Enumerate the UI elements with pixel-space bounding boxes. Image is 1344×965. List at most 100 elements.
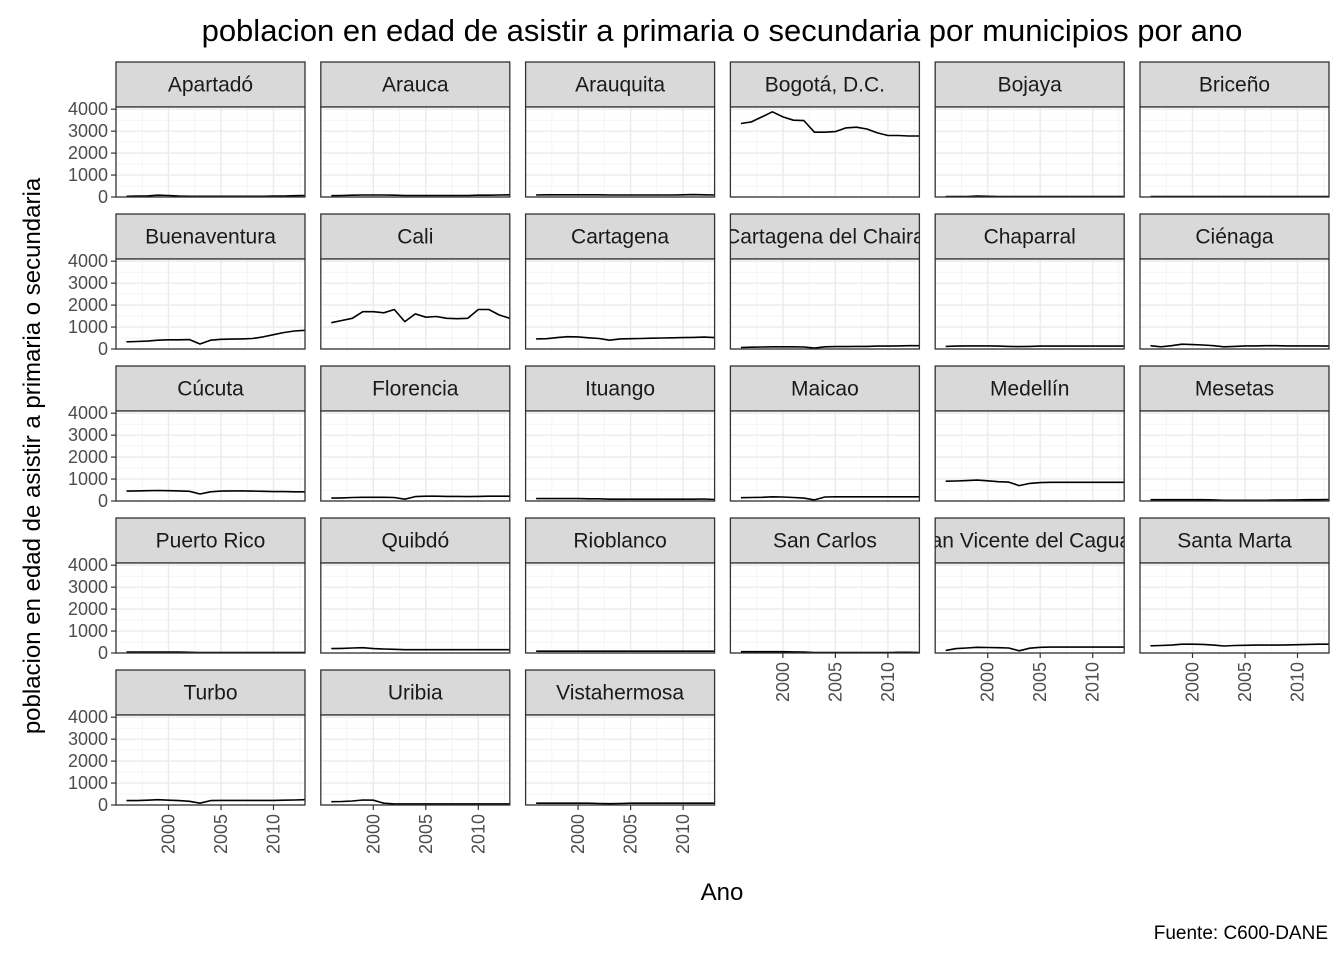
facet-panel: Bojaya — [935, 62, 1124, 197]
y-tick-label: 1000 — [68, 621, 108, 641]
series-line — [1151, 500, 1330, 501]
y-tick-label: 3000 — [68, 273, 108, 293]
facet-strip-label: Santa Marta — [1177, 530, 1292, 553]
y-tick-label: 0 — [98, 795, 108, 815]
y-tick-label: 0 — [98, 643, 108, 663]
facet-strip-label: Cartagena del Chaira — [725, 226, 925, 249]
facet-panel: Mesetas — [1140, 366, 1329, 501]
y-tick-label: 4000 — [68, 251, 108, 271]
facet-strip-label: Turbo — [183, 682, 237, 705]
series-line — [536, 803, 715, 804]
y-tick-label: 3000 — [68, 121, 108, 141]
facet-strip-label: Medellín — [990, 378, 1069, 401]
y-axis-title: poblacion en edad de asistir a primaria … — [19, 177, 46, 734]
facet-panel: Medellín — [935, 366, 1124, 501]
y-tick-label: 0 — [98, 187, 108, 207]
facet-panel: Arauquita — [526, 62, 715, 197]
facet-strip-label: San Vicente del Caguan — [917, 530, 1143, 553]
facet-panel: San Vicente del Caguan 2000 2005 2010 — [917, 518, 1143, 702]
facet-strip-label: Bojaya — [998, 74, 1063, 97]
facet-panel: Cartagena — [526, 214, 715, 349]
facet-strip-label: Quibdó — [381, 530, 449, 553]
x-tick-label: 2005 — [621, 814, 641, 854]
facet-panel: Cali — [321, 214, 510, 349]
x-tick-label: 2010 — [1288, 662, 1308, 702]
facet-strip-label: Cúcuta — [177, 378, 244, 401]
facet-strip-label: Puerto Rico — [156, 530, 266, 553]
facet-strip-label: Cartagena — [571, 226, 669, 249]
y-tick-label: 2000 — [68, 143, 108, 163]
x-tick-label: 2005 — [825, 662, 845, 702]
x-tick-label: 2000 — [159, 814, 179, 854]
y-tick-label: 2000 — [68, 599, 108, 619]
y-tick-label: 2000 — [68, 447, 108, 467]
facet-strip-label: Maicao — [791, 378, 859, 401]
y-tick-label: 4000 — [68, 403, 108, 423]
x-tick-label: 2005 — [211, 814, 231, 854]
chart-caption: Fuente: C600-DANE — [1154, 923, 1328, 944]
y-tick-label: 4000 — [68, 707, 108, 727]
facet-panel: Vistahermosa 2000 2005 2010 — [526, 670, 715, 854]
facet-strip-label: Florencia — [372, 378, 459, 401]
facet-panel: San Carlos 2000 2005 2010 — [730, 518, 919, 702]
series-line — [536, 499, 715, 500]
x-axis-title: Ano — [701, 879, 744, 906]
facet-strip-label: Rioblanco — [573, 530, 666, 553]
facet-strip-label: San Carlos — [773, 530, 877, 553]
facet-panel: Briceño — [1140, 62, 1329, 197]
facet-panel: Ciénaga — [1140, 214, 1329, 349]
y-tick-label: 1000 — [68, 773, 108, 793]
facet-strip-label: Buenaventura — [145, 226, 276, 249]
facet-panel: Ituango — [526, 366, 715, 501]
facet-strip-label: Bogotá, D.C. — [765, 74, 885, 97]
facet-strip-label: Arauca — [382, 74, 449, 97]
y-tick-label: 2000 — [68, 295, 108, 315]
facet-strip-label: Uribia — [388, 682, 443, 705]
facet-panel: Arauca — [321, 62, 510, 197]
x-tick-label: 2000 — [568, 814, 588, 854]
x-tick-label: 2010 — [264, 814, 284, 854]
x-tick-label: 2000 — [1183, 662, 1203, 702]
x-tick-label: 2005 — [1030, 662, 1050, 702]
x-tick-label: 2010 — [878, 662, 898, 702]
y-tick-label: 2000 — [68, 751, 108, 771]
y-tick-label: 0 — [98, 491, 108, 511]
chart-title: poblacion en edad de asistir a primaria … — [202, 13, 1243, 48]
x-tick-label: 2010 — [673, 814, 693, 854]
y-tick-label: 1000 — [68, 317, 108, 337]
facet-panel: Rioblanco — [526, 518, 715, 653]
x-tick-label: 2000 — [773, 662, 793, 702]
facet-panel: Florencia — [321, 366, 510, 501]
y-tick-label: 4000 — [68, 555, 108, 575]
facet-strip-label: Chaparral — [984, 226, 1076, 249]
x-tick-label: 2010 — [468, 814, 488, 854]
series-line — [946, 346, 1124, 347]
facet-strip-label: Ciénaga — [1195, 226, 1274, 249]
facet-panel: Maicao — [730, 366, 919, 501]
series-line — [331, 195, 510, 196]
x-tick-label: 2000 — [978, 662, 998, 702]
y-tick-label: 1000 — [68, 469, 108, 489]
facet-strip-label: Apartadó — [168, 74, 253, 97]
facet-strip-label: Arauquita — [575, 74, 665, 97]
y-tick-label: 3000 — [68, 729, 108, 749]
x-tick-label: 2010 — [1083, 662, 1103, 702]
facet-strip-label: Vistahermosa — [556, 682, 684, 705]
y-tick-label: 3000 — [68, 577, 108, 597]
y-tick-label: 1000 — [68, 165, 108, 185]
facet-panel: Cartagena del Chaira — [725, 214, 925, 349]
facet-panel: Bogotá, D.C. — [730, 62, 919, 197]
x-tick-label: 2005 — [416, 814, 436, 854]
facet-strip-label: Briceño — [1199, 74, 1270, 97]
facet-strip-label: Mesetas — [1195, 378, 1274, 401]
